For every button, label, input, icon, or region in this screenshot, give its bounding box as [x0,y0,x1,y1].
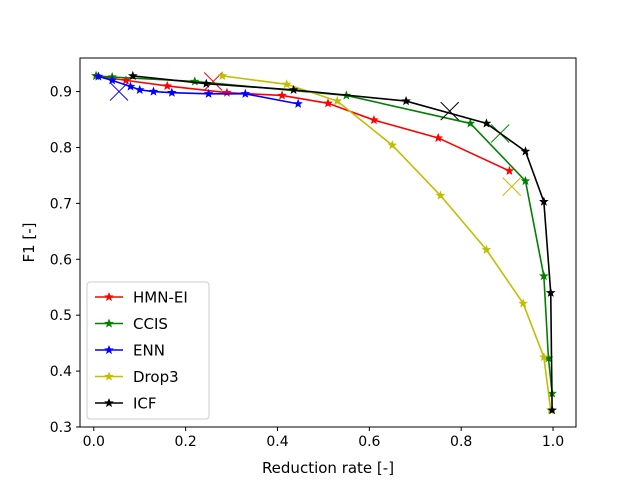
x-tick-label: 0.0 [83,434,105,450]
data-point [332,96,342,106]
data-point [465,118,476,128]
data-point [277,90,287,100]
y-tick-label: 0.9 [50,85,72,101]
x-tick-label: 0.6 [358,434,380,450]
legend-label: ENN [133,342,165,360]
data-point [504,165,515,176]
data-point [167,87,177,97]
legend-marker [104,318,114,328]
legend-label: ICF [133,395,157,413]
data-point [539,196,549,206]
legend-box [86,281,210,420]
y-tick-label: 0.3 [50,420,72,436]
legend-label: HMN-EI [133,289,188,307]
data-point [162,80,173,91]
data-point [240,88,251,98]
x-tick-label: 0.4 [266,434,288,450]
y-tick-label: 0.8 [50,140,72,156]
cross-marker [502,177,522,196]
data-point [520,146,531,156]
data-point [539,271,549,281]
data-point [520,175,531,186]
series-enn [93,71,303,108]
legend-item: HMN-EI [95,289,188,307]
legend-label: Drop3 [133,368,179,386]
data-point [281,79,292,89]
data-point [435,190,446,200]
legend-marker [104,291,114,302]
cross-marker [440,101,460,121]
cross-marker [109,82,129,101]
data-point [369,115,379,125]
data-point [545,287,556,297]
y-axis-label: F1 [-] [20,222,38,262]
data-point [288,84,299,94]
axes-frame [79,57,577,428]
y-tick-label: 0.7 [50,196,72,212]
legend-item: ICF [95,395,157,413]
data-point [323,98,333,108]
legend-marker [104,344,114,355]
data-point [518,298,528,308]
x-axis-label: Reduction rate [-] [262,459,394,477]
legend: HMN-EI CCIS ENN Drop3 ICF [86,281,210,420]
data-point [401,96,411,106]
data-point [93,71,104,81]
y-tick-label: 0.5 [50,308,72,324]
legend-item: ENN [95,342,165,360]
data-point [107,75,117,85]
x-tick-label: 1.0 [542,434,564,450]
ticks-layer: 0.0 0.2 0.4 0.6 0.8 1.0 0.3 0.4 0.5 0.6 0.7 0.8 0.9 [50,85,564,450]
data-point [481,118,492,128]
data-point [134,84,145,94]
x-tick-label: 0.2 [174,434,196,450]
series-layer [91,70,557,415]
legend-item: CCIS [95,315,168,333]
y-tick-label: 0.6 [50,252,72,268]
legend-item: Drop3 [95,368,179,386]
legend-label: CCIS [133,315,168,333]
data-point [481,244,492,254]
data-point [121,75,131,85]
data-point [293,98,303,108]
data-point [128,70,138,80]
legend-marker [104,371,114,381]
data-point [539,352,549,362]
data-point [125,81,136,91]
data-point [433,132,444,143]
data-point [201,78,212,88]
data-point [217,70,228,80]
legend-marker [104,397,114,408]
y-tick-label: 0.4 [50,364,72,380]
data-point [387,140,398,150]
data-point [148,86,159,96]
x-tick-label: 0.8 [450,434,472,450]
data-point [203,88,214,98]
data-point [547,405,557,415]
series-icf [128,70,557,415]
